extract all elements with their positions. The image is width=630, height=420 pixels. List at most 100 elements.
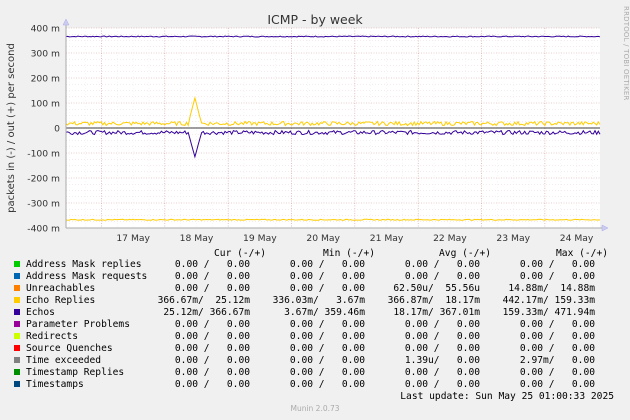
legend-row: Echos 25.12m/ 366.67m 3.67m/ 359.46m 18.17m… — [14, 307, 616, 319]
legend-value-min: 0.00 / 0.00 — [289, 283, 365, 294]
legend-value-min: 0.00 / 0.00 — [289, 259, 365, 270]
y-axis-label: packets in (-) / out (+) per second — [6, 43, 17, 213]
y-tick-label: 300 m — [31, 49, 60, 60]
legend-series-name: Address Mask requests — [26, 271, 148, 282]
legend-value-avg: 18.17m/ 367.01m — [393, 307, 480, 318]
legend-swatch — [14, 381, 20, 387]
legend-row: Echo Replies 366.67m/ 25.12m 336.03m/ 3.67… — [14, 295, 616, 307]
legend-value-min: 0.00 / 0.00 — [289, 331, 365, 342]
legend-value-max: 0.00 / 0.00 — [519, 367, 595, 378]
footer-version: Munin 2.0.73 — [290, 404, 340, 413]
legend-value-max: 159.33m/ 471.94m — [502, 307, 595, 318]
y-tick-labels: 400 m 300 m 200 m 100 m 0 -100 m -200 m -300 m -… — [27, 24, 60, 235]
legend-value-cur: 366.67m/ 25.12m — [157, 295, 250, 306]
legend-series-name: Redirects — [26, 331, 78, 342]
y-tick-label: -100 m — [27, 149, 60, 160]
legend-value-min: 0.00 / 0.00 — [289, 379, 365, 390]
legend-header-min: Min (-/+) — [323, 248, 375, 259]
legend-value-max: 2.97m/ 0.00 — [519, 355, 595, 366]
legend-swatch — [14, 333, 20, 339]
legend-swatch — [14, 285, 20, 291]
legend-value-cur: 0.00 / 0.00 — [174, 379, 250, 390]
legend-value-max: 0.00 / 0.00 — [519, 259, 595, 270]
y-tick-label: -300 m — [27, 199, 60, 210]
legend-value-min: 0.00 / 0.00 — [289, 319, 365, 330]
x-tick-label: 24 May — [560, 233, 594, 244]
x-tick-label: 17 May — [116, 233, 150, 244]
legend-swatch — [14, 369, 20, 375]
legend-value-max: 0.00 / 0.00 — [519, 319, 595, 330]
legend-series-name: Timestamp Replies — [26, 367, 125, 378]
legend-value-avg: 0.00 / 0.00 — [404, 367, 480, 378]
y-axis-arrow — [62, 18, 70, 26]
legend-series-name: Source Quenches — [26, 343, 113, 354]
legend-swatch — [14, 345, 20, 351]
legend-value-cur: 25.12m/ 366.67m — [163, 307, 250, 318]
legend-row: Time exceeded 0.00 / 0.00 0.00 / 0.00 1.39u… — [14, 355, 616, 367]
x-axis-arrow — [601, 224, 609, 232]
legend-value-cur: 0.00 / 0.00 — [174, 355, 250, 366]
legend-value-cur: 0.00 / 0.00 — [174, 331, 250, 342]
legend-value-avg: 0.00 / 0.00 — [404, 259, 480, 270]
legend-value-max: 0.00 / 0.00 — [519, 379, 595, 390]
legend-value-avg: 0.00 / 0.00 — [404, 343, 480, 354]
legend-value-avg: 0.00 / 0.00 — [404, 331, 480, 342]
legend-series-name: Address Mask replies — [26, 259, 142, 270]
legend-value-cur: 0.00 / 0.00 — [174, 259, 250, 270]
legend-value-cur: 0.00 / 0.00 — [174, 343, 250, 354]
y-tick-label: 100 m — [31, 99, 60, 110]
legend-value-avg: 0.00 / 0.00 — [404, 319, 480, 330]
x-tick-label: 21 May — [370, 233, 404, 244]
axes — [62, 18, 609, 232]
series-line-echos-in — [65, 129, 601, 159]
legend-value-min: 0.00 / 0.00 — [289, 271, 365, 282]
legend-row: Source Quenches 0.00 / 0.00 0.00 / 0.00 0.0… — [14, 343, 616, 355]
legend-value-min: 336.03m/ 3.67m — [272, 295, 365, 306]
legend-value-avg: 0.00 / 0.00 — [404, 271, 480, 282]
legend-value-min: 0.00 / 0.00 — [289, 343, 365, 354]
legend-header-cur: Cur (-/+) — [214, 248, 266, 259]
legend-row: Timestamp Replies 0.00 / 0.00 0.00 / 0.00 0… — [14, 367, 616, 379]
legend-row: Timestamps 0.00 / 0.00 0.00 / 0.00 0.00 / 0… — [14, 379, 616, 391]
y-tick-label: -400 m — [27, 224, 60, 235]
legend-value-min: 0.00 / 0.00 — [289, 367, 365, 378]
legend-swatch — [14, 261, 20, 267]
legend-series-name: Unreachables — [26, 283, 96, 294]
legend-row: Parameter Problems 0.00 / 0.00 0.00 / 0.00… — [14, 319, 616, 331]
series-line-echo-replies-in — [65, 218, 601, 221]
legend-swatch — [14, 273, 20, 279]
legend-value-max: 0.00 / 0.00 — [519, 271, 595, 282]
legend-value-avg: 366.87m/ 18.17m — [387, 295, 480, 306]
x-tick-labels: 17 May 18 May 19 May 20 May 21 May 22 May 23 M… — [116, 233, 594, 244]
y-tick-label: -200 m — [27, 174, 60, 185]
legend-value-min: 3.67m/ 359.46m — [284, 307, 365, 318]
legend-value-cur: 0.00 / 0.00 — [174, 271, 250, 282]
legend-value-avg: 62.50u/ 55.56u — [393, 283, 480, 294]
y-tick-label: 400 m — [31, 24, 60, 35]
legend-header-avg: Avg (-/+) — [439, 248, 491, 259]
legend-series-name: Echos — [26, 307, 55, 318]
y-tick-label: 200 m — [31, 74, 60, 85]
legend-value-avg: 1.39u/ 0.00 — [404, 355, 480, 366]
legend-row: Address Mask replies 0.00 / 0.00 0.00 / 0.… — [14, 259, 616, 271]
x-tick-label: 20 May — [306, 233, 340, 244]
legend-swatch — [14, 357, 20, 363]
y-tick-label: 0 — [54, 124, 60, 135]
legend-series-name: Parameter Problems — [26, 319, 130, 330]
rrdtool-credit: RRDTOOL / TOBI OETIKER — [622, 6, 630, 101]
legend-row: Unreachables 0.00 / 0.00 0.00 / 0.00 62.50u… — [14, 283, 616, 295]
legend-value-avg: 0.00 / 0.00 — [404, 379, 480, 390]
legend-value-max: 0.00 / 0.00 — [519, 331, 595, 342]
legend-row: Redirects 0.00 / 0.00 0.00 / 0.00 0.00 / 0.… — [14, 331, 616, 343]
last-update: Last update: Sun May 25 01:00:33 2025 — [400, 391, 614, 402]
legend-series-name: Echo Replies — [26, 295, 96, 306]
x-tick-label: 19 May — [243, 233, 277, 244]
legend-value-max: 14.88m/ 14.88m — [508, 283, 595, 294]
x-tick-label: 22 May — [433, 233, 467, 244]
legend-header-max: Max (-/+) — [556, 248, 608, 259]
legend-swatch — [14, 309, 20, 315]
legend-value-max: 0.00 / 0.00 — [519, 343, 595, 354]
legend-value-max: 442.17m/ 159.33m — [502, 295, 595, 306]
